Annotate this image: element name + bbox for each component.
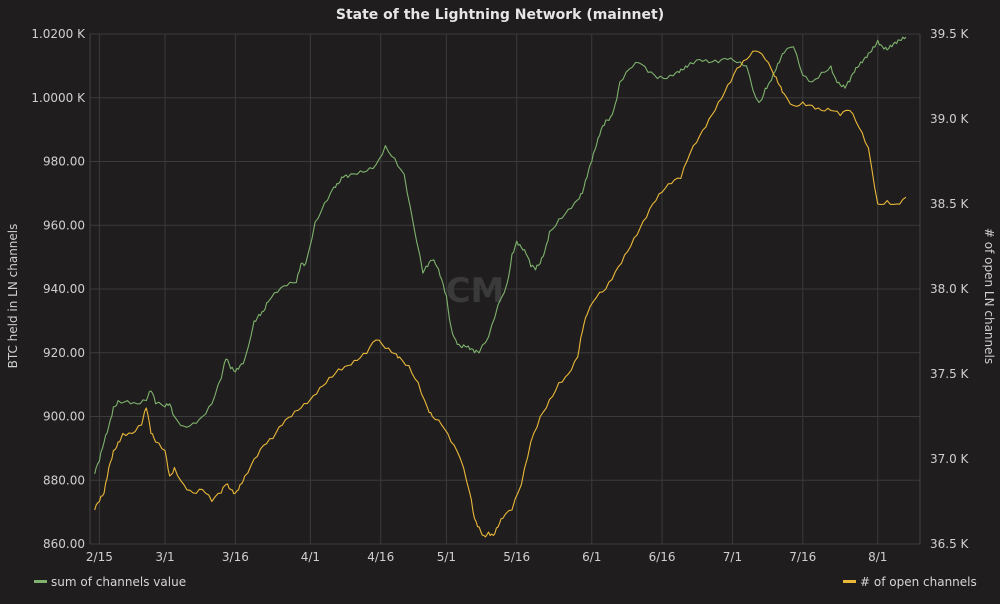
left-tick-label: 960.00 <box>43 218 85 232</box>
left-tick-label: 940.00 <box>43 282 85 296</box>
x-axis-ticks: 2/15 3/1 3/16 4/1 4/16 5/1 5/16 6/1 6/16 7/1 7/16 8… <box>86 550 888 564</box>
x-tick-label: 5/16 <box>503 550 530 564</box>
right-tick-label: 36.5 K <box>930 537 970 551</box>
right-tick-label: 39.0 K <box>930 112 970 126</box>
series-layer <box>94 36 907 538</box>
right-tick-label: 37.0 K <box>930 452 970 466</box>
x-tick-label: 8/1 <box>868 550 887 564</box>
x-tick-label: 4/1 <box>301 550 320 564</box>
left-tick-label: 900.00 <box>43 410 85 424</box>
x-tick-label: 2/15 <box>86 550 113 564</box>
right-tick-label: 38.5 K <box>930 197 970 211</box>
left-axis-title: BTC held in LN channels <box>6 224 20 369</box>
left-tick-label: 1.0000 K <box>31 91 86 105</box>
legend-swatch-open-channels <box>843 580 856 583</box>
x-tick-label: 3/16 <box>222 550 249 564</box>
watermark: CM <box>446 271 505 311</box>
chart-title: State of the Lightning Network (mainnet) <box>336 7 664 23</box>
right-tick-label: 39.5 K <box>930 27 970 41</box>
series-line-channels-value <box>94 36 907 475</box>
legend-label-channels-value: sum of channels value <box>51 575 186 589</box>
x-tick-label: 6/16 <box>649 550 676 564</box>
left-tick-label: 1.0200 K <box>31 27 86 41</box>
legend-right[interactable]: # of open channels <box>843 575 977 589</box>
x-tick-label: 7/1 <box>723 550 742 564</box>
right-tick-label: 37.5 K <box>930 367 970 381</box>
legend-label-open-channels: # of open channels <box>860 575 977 589</box>
left-axis-ticks: 860.00 880.00 900.00 920.00 940.00 960.00 980.… <box>31 27 86 551</box>
right-tick-label: 38.0 K <box>930 282 970 296</box>
x-tick-label: 3/1 <box>155 550 174 564</box>
x-tick-label: 7/16 <box>789 550 816 564</box>
left-tick-label: 880.00 <box>43 473 85 487</box>
left-tick-label: 860.00 <box>43 537 85 551</box>
right-axis-ticks: 36.5 K 37.0 K 37.5 K 38.0 K 38.5 K 39.0 K 39.5… <box>930 27 970 551</box>
left-tick-label: 920.00 <box>43 346 85 360</box>
series-line-open-channels <box>94 50 907 538</box>
x-tick-label: 5/1 <box>437 550 456 564</box>
left-tick-label: 980.00 <box>43 155 85 169</box>
x-tick-label: 6/1 <box>582 550 601 564</box>
legend-left[interactable]: sum of channels value <box>34 575 186 589</box>
x-tick-label: 4/16 <box>367 550 394 564</box>
right-axis-title: # of open LN channels <box>982 228 996 364</box>
legend-swatch-channels-value <box>34 580 47 583</box>
grid <box>89 33 921 545</box>
